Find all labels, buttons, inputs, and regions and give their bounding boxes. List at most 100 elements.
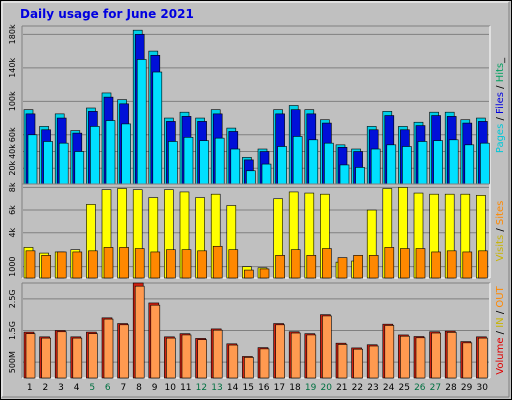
- bar-out-day-21: [337, 344, 348, 379]
- bar-sites-day-19: [306, 255, 317, 279]
- bar-out-day-16: [259, 348, 270, 379]
- bar-pages-day-12: [199, 140, 209, 186]
- bar-sites-day-21: [337, 257, 348, 279]
- x-tick-label-day-19: 19: [305, 383, 317, 393]
- bar-out-day-4: [72, 337, 83, 379]
- x-tick-label-day-18: 18: [289, 383, 301, 393]
- panel-requests-background: [22, 26, 490, 185]
- side-label-requests-part-2: Files: [495, 92, 506, 114]
- y-tick-label-requests-2: 60k: [8, 127, 17, 142]
- x-tick-label-day-17: 17: [274, 383, 285, 393]
- bar-pages-day-19: [308, 139, 319, 186]
- bar-pages-day-5: [90, 126, 100, 186]
- bar-pages-day-1: [27, 134, 38, 186]
- bar-out-day-18: [290, 332, 301, 379]
- x-tick-label-day-27: 27: [430, 383, 441, 393]
- bar-pages-day-29: [464, 144, 475, 186]
- bar-sites-day-3: [56, 251, 67, 279]
- x-tick-label-day-5: 5: [89, 383, 95, 393]
- side-label-volume-part-0: Volume: [495, 338, 506, 375]
- bar-out-day-6: [103, 318, 114, 379]
- bar-out-day-10: [166, 337, 176, 379]
- x-tick-label-day-26: 26: [414, 383, 426, 393]
- side-label-visits-part-2: Sites: [495, 201, 506, 225]
- bar-out-day-24: [384, 325, 395, 379]
- bar-pages-day-30: [480, 142, 490, 186]
- bar-out-day-25: [400, 335, 410, 379]
- bar-pages-day-7: [121, 123, 131, 186]
- bar-pages-day-24: [386, 144, 397, 186]
- bar-pages-day-11: [183, 137, 194, 186]
- x-tick-label-day-24: 24: [383, 383, 395, 393]
- bar-out-day-5: [88, 333, 98, 379]
- bar-pages-day-17: [277, 146, 287, 186]
- side-label-volume-part-3: /: [495, 308, 506, 318]
- side-label-visits-part-0: Visits: [495, 235, 506, 262]
- bar-sites-day-25: [400, 248, 410, 279]
- bar-pages-day-16: [261, 163, 272, 186]
- side-label-volume-part-1: /: [495, 328, 506, 338]
- x-tick-label-day-12: 12: [196, 383, 207, 393]
- x-tick-label-day-9: 9: [152, 383, 158, 393]
- bar-out-day-30: [478, 337, 488, 379]
- x-tick-label-day-3: 3: [58, 383, 64, 393]
- x-tick-label-day-11: 11: [180, 383, 191, 393]
- bar-out-day-20: [322, 315, 332, 379]
- bar-sites-day-20: [322, 248, 332, 279]
- bar-sites-day-26: [415, 248, 426, 279]
- y-tick-label-volume-2: 2.5G: [8, 289, 17, 308]
- bar-sites-day-30: [478, 250, 488, 279]
- bar-sites-day-27: [431, 251, 441, 279]
- panel-visits-background: [22, 184, 490, 278]
- bar-pages-day-4: [74, 151, 85, 186]
- bar-sites-day-5: [88, 250, 98, 279]
- side-label-requests-part-1: /: [495, 114, 506, 124]
- bar-sites-day-12: [197, 250, 207, 279]
- x-tick-label-day-30: 30: [476, 383, 488, 393]
- x-tick-label-day-6: 6: [105, 383, 111, 393]
- x-tick-label-day-15: 15: [242, 383, 253, 393]
- side-label-requests-part-5: _: [495, 57, 506, 64]
- side-label-requests: Pages / Files / Hits_: [495, 57, 506, 153]
- bar-pages-day-26: [417, 141, 428, 186]
- chart-title: Daily usage for June 2021: [20, 7, 194, 21]
- bar-pages-day-25: [402, 146, 412, 186]
- bar-sites-day-13: [212, 245, 223, 279]
- bar-sites-day-9: [150, 251, 161, 279]
- bar-sites-day-24: [384, 247, 395, 279]
- bar-out-day-23: [368, 345, 379, 379]
- bar-pages-day-14: [230, 148, 241, 186]
- bar-pages-day-8: [136, 59, 147, 186]
- bar-sites-day-11: [181, 249, 192, 279]
- y-tick-label-visits-1: 4k: [8, 227, 17, 237]
- bar-pages-day-18: [292, 136, 303, 186]
- bar-sites-day-28: [446, 250, 457, 279]
- bar-pages-day-13: [214, 137, 225, 186]
- bar-out-day-12: [197, 339, 207, 379]
- x-tick-label-day-8: 8: [136, 383, 142, 393]
- bar-pages-day-6: [105, 120, 116, 186]
- x-tick-label-day-29: 29: [461, 383, 473, 393]
- x-tick-label-day-1: 1: [27, 383, 33, 393]
- bar-out-day-26: [415, 337, 426, 379]
- side-label-volume: Volume / IN / OUT: [495, 285, 506, 374]
- bar-sites-day-1: [25, 250, 36, 279]
- side-label-volume-part-4: OUT: [495, 285, 506, 307]
- bar-out-day-2: [41, 337, 51, 379]
- x-tick-label-day-10: 10: [164, 383, 176, 393]
- bar-out-day-8: [134, 285, 145, 379]
- bar-sites-day-10: [166, 249, 176, 279]
- bar-pages-day-3: [58, 142, 69, 186]
- y-tick-label-requests-0: 20k: [8, 160, 17, 175]
- y-tick-label-volume-0: 500M: [8, 351, 17, 373]
- bar-pages-day-28: [448, 139, 459, 186]
- bar-sites-day-17: [275, 255, 285, 279]
- bar-sites-day-14: [228, 249, 239, 279]
- bar-sites-day-22: [353, 255, 363, 279]
- bar-pages-day-9: [152, 71, 163, 186]
- bar-sites-day-7: [119, 247, 129, 279]
- bar-out-day-29: [462, 342, 473, 379]
- bar-out-day-28: [446, 332, 457, 379]
